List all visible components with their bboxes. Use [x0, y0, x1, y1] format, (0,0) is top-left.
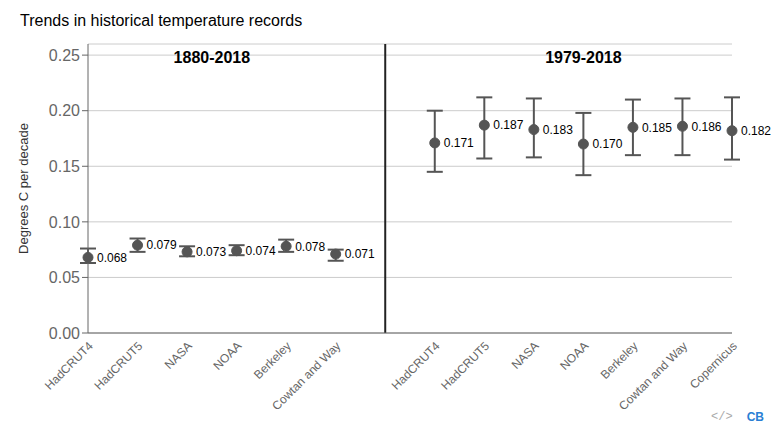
svg-text:0.170: 0.170	[592, 137, 622, 151]
svg-text:0.183: 0.183	[543, 123, 573, 137]
svg-text:HadCRUT4: HadCRUT4	[389, 339, 443, 393]
svg-text:0.185: 0.185	[642, 121, 672, 135]
svg-text:NASA: NASA	[162, 339, 195, 372]
svg-text:0.074: 0.074	[246, 244, 276, 258]
svg-text:0.078: 0.078	[295, 240, 325, 254]
svg-text:NOAA: NOAA	[210, 339, 244, 373]
svg-text:0.00: 0.00	[49, 325, 80, 342]
html-text:Trends in historical temperatu: Trends in historical temperature records	[20, 12, 303, 29]
svg-text:Cowtan and Way: Cowtan and Way	[269, 339, 343, 413]
svg-text:1979-2018: 1979-2018	[545, 49, 622, 66]
svg-text:Berkeley: Berkeley	[251, 339, 294, 382]
html-text:CB: CB	[746, 410, 764, 424]
svg-text:0.186: 0.186	[691, 120, 721, 134]
svg-text:0.073: 0.073	[196, 245, 226, 259]
svg-text:0.071: 0.071	[345, 247, 375, 261]
svg-text:NASA: NASA	[509, 339, 542, 372]
svg-text:0.182: 0.182	[741, 124, 771, 138]
svg-text:0.25: 0.25	[49, 47, 80, 64]
svg-text:0.15: 0.15	[49, 158, 80, 175]
svg-text:HadCRUT4: HadCRUT4	[42, 339, 96, 393]
svg-text:HadCRUT5: HadCRUT5	[438, 339, 492, 393]
svg-text:0.187: 0.187	[493, 118, 523, 132]
svg-text:0.079: 0.079	[147, 238, 177, 252]
svg-text:0.068: 0.068	[97, 251, 127, 265]
svg-text:Degrees C per decade: Degrees C per decade	[16, 123, 31, 254]
svg-text:Cowtan and Way: Cowtan and Way	[616, 339, 690, 413]
svg-text:0.10: 0.10	[49, 214, 80, 231]
svg-text:0.171: 0.171	[444, 136, 474, 150]
svg-text:Copernicus: Copernicus	[687, 339, 740, 392]
svg-text:0.20: 0.20	[49, 102, 80, 119]
svg-text:HadCRUT5: HadCRUT5	[92, 339, 146, 393]
svg-text:Berkeley: Berkeley	[598, 339, 641, 382]
svg-text:1880-2018: 1880-2018	[174, 49, 251, 66]
svg-text:NOAA: NOAA	[557, 339, 591, 373]
svg-text:0.05: 0.05	[49, 269, 80, 286]
